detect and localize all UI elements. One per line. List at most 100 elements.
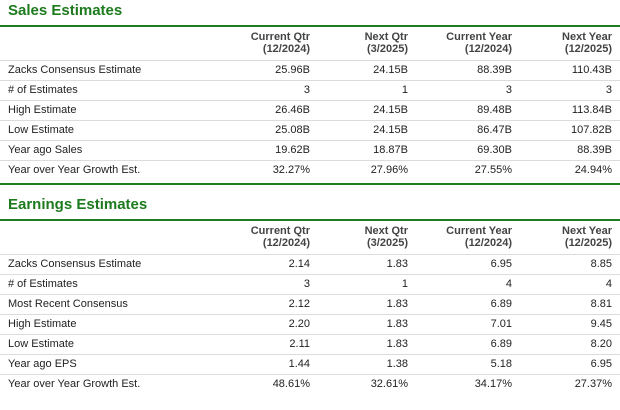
cell-value: 1 [318, 79, 416, 100]
cell-value: 8.20 [520, 333, 620, 354]
sales-bottom-divider [0, 182, 620, 185]
cell-value: 48.61% [210, 373, 318, 394]
cell-value: 5.18 [416, 353, 520, 374]
earnings-header-next-year-sub: (12/2025) [564, 236, 612, 249]
earnings-header-next-qtr-top: Next Qtr [364, 224, 408, 237]
sales-header-next-year-sub: (12/2025) [564, 42, 612, 55]
sales-estimates-title: Sales Estimates [8, 2, 123, 19]
earnings-estimates-panel: Earnings Estimates Current Qtr (12/2024)… [0, 194, 620, 394]
cell-value: 6.95 [520, 353, 620, 374]
earnings-title-divider [0, 219, 620, 221]
table-row: Low Estimate 2.11 1.83 6.89 8.20 [0, 333, 620, 354]
earnings-estimates-table: Current Qtr (12/2024) Next Qtr (3/2025) … [0, 221, 620, 394]
row-label: Most Recent Consensus [0, 293, 210, 314]
table-row: Year ago EPS 1.44 1.38 5.18 6.95 [0, 353, 620, 374]
earnings-header-current-year: Current Year (12/2024) [416, 221, 520, 254]
cell-value: 86.47B [416, 119, 520, 140]
cell-value: 27.55% [416, 159, 520, 180]
table-row: High Estimate 2.20 1.83 7.01 9.45 [0, 313, 620, 334]
cell-value: 27.37% [520, 373, 620, 394]
cell-value: 69.30B [416, 139, 520, 160]
row-label: Zacks Consensus Estimate [0, 253, 210, 274]
cell-value: 7.01 [416, 313, 520, 334]
cell-value: 6.89 [416, 293, 520, 314]
sales-header-next-year-top: Next Year [562, 30, 612, 43]
cell-value: 26.46B [210, 99, 318, 120]
row-label: Year over Year Growth Est. [0, 373, 210, 394]
row-label: Year over Year Growth Est. [0, 159, 210, 180]
row-label: Year ago EPS [0, 353, 210, 374]
cell-value: 88.39B [416, 59, 520, 80]
earnings-header-next-year: Next Year (12/2025) [520, 221, 620, 254]
cell-value: 1.38 [318, 353, 416, 374]
cell-value: 6.95 [416, 253, 520, 274]
cell-value: 1.83 [318, 253, 416, 274]
sales-header-next-qtr-sub: (3/2025) [367, 42, 408, 55]
cell-value: 25.96B [210, 59, 318, 80]
cell-value: 3 [520, 79, 620, 100]
sales-estimates-table: Current Qtr (12/2024) Next Qtr (3/2025) … [0, 27, 620, 180]
cell-value: 24.94% [520, 159, 620, 180]
table-row: Year ago Sales 19.62B 18.87B 69.30B 88.3… [0, 139, 620, 160]
cell-value: 1.83 [318, 293, 416, 314]
sales-estimates-panel: Sales Estimates Current Qtr (12/2024) Ne… [0, 0, 620, 185]
cell-value: 2.12 [210, 293, 318, 314]
sales-header-next-year: Next Year (12/2025) [520, 27, 620, 60]
cell-value: 1.44 [210, 353, 318, 374]
cell-value: 18.87B [318, 139, 416, 160]
sales-header-current-qtr: Current Qtr (12/2024) [210, 27, 318, 60]
cell-value: 107.82B [520, 119, 620, 140]
table-row: # of Estimates 3 1 3 3 [0, 79, 620, 100]
earnings-header-current-qtr-top: Current Qtr [250, 224, 310, 237]
sales-header-current-year-top: Current Year [446, 30, 512, 43]
table-row: Low Estimate 25.08B 24.15B 86.47B 107.82… [0, 119, 620, 140]
table-row: Most Recent Consensus 2.12 1.83 6.89 8.8… [0, 293, 620, 314]
sales-title-divider [0, 25, 620, 27]
sales-header-next-qtr-top: Next Qtr [364, 30, 408, 43]
cell-value: 32.27% [210, 159, 318, 180]
cell-value: 2.20 [210, 313, 318, 334]
cell-value: 1.83 [318, 333, 416, 354]
row-label: Low Estimate [0, 333, 210, 354]
cell-value: 1.83 [318, 313, 416, 334]
cell-value: 19.62B [210, 139, 318, 160]
row-label: Zacks Consensus Estimate [0, 59, 210, 80]
cell-value: 4 [520, 273, 620, 294]
earnings-header-current-year-top: Current Year [446, 224, 512, 237]
cell-value: 3 [210, 273, 318, 294]
cell-value: 110.43B [520, 59, 620, 80]
cell-value: 3 [210, 79, 318, 100]
table-row: Zacks Consensus Estimate 25.96B 24.15B 8… [0, 59, 620, 80]
cell-value: 24.15B [318, 119, 416, 140]
sales-header-current-qtr-sub: (12/2024) [262, 42, 310, 55]
earnings-header-current-qtr-sub: (12/2024) [262, 236, 310, 249]
earnings-header-next-qtr: Next Qtr (3/2025) [318, 221, 416, 254]
earnings-header-row: Current Qtr (12/2024) Next Qtr (3/2025) … [0, 221, 620, 254]
table-row: Year over Year Growth Est. 32.27% 27.96%… [0, 159, 620, 180]
cell-value: 8.85 [520, 253, 620, 274]
cell-value: 27.96% [318, 159, 416, 180]
earnings-header-current-qtr: Current Qtr (12/2024) [210, 221, 318, 254]
cell-value: 1 [318, 273, 416, 294]
cell-value: 113.84B [520, 99, 620, 120]
row-label: Year ago Sales [0, 139, 210, 160]
cell-value: 88.39B [520, 139, 620, 160]
cell-value: 8.81 [520, 293, 620, 314]
table-row: Year over Year Growth Est. 48.61% 32.61%… [0, 373, 620, 394]
earnings-estimates-title: Earnings Estimates [8, 196, 148, 213]
earnings-header-label [0, 221, 210, 254]
cell-value: 24.15B [318, 59, 416, 80]
cell-value: 3 [416, 79, 520, 100]
row-label: Low Estimate [0, 119, 210, 140]
sales-header-next-qtr: Next Qtr (3/2025) [318, 27, 416, 60]
sales-header-label [0, 27, 210, 60]
table-row: Zacks Consensus Estimate 2.14 1.83 6.95 … [0, 253, 620, 274]
sales-header-current-year-sub: (12/2024) [464, 42, 512, 55]
row-label: High Estimate [0, 313, 210, 334]
cell-value: 2.14 [210, 253, 318, 274]
table-row: High Estimate 26.46B 24.15B 89.48B 113.8… [0, 99, 620, 120]
sales-header-row: Current Qtr (12/2024) Next Qtr (3/2025) … [0, 27, 620, 60]
cell-value: 32.61% [318, 373, 416, 394]
cell-value: 24.15B [318, 99, 416, 120]
cell-value: 89.48B [416, 99, 520, 120]
